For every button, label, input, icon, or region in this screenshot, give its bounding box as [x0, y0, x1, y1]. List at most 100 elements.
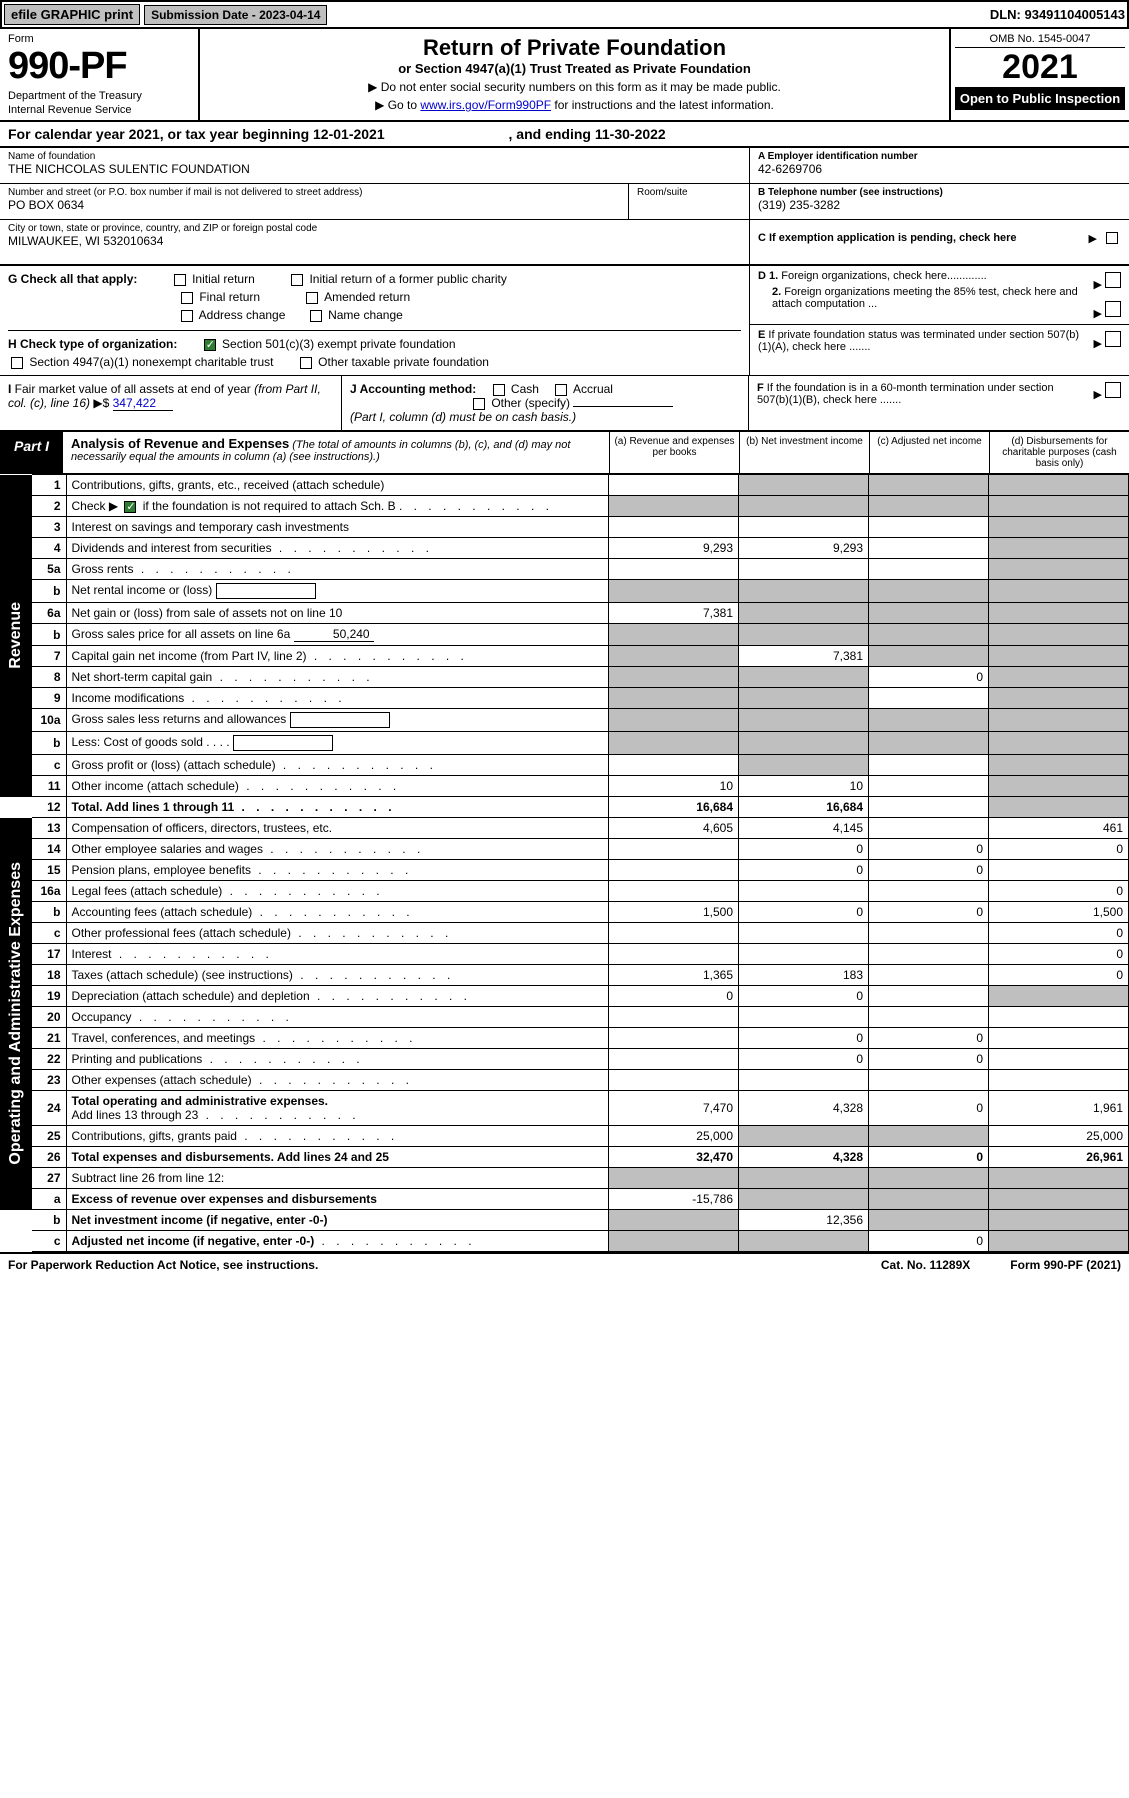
right-def: D 1. D 1. Foreign organizations, check h… [749, 266, 1129, 375]
fmv-value: 347,422 [113, 396, 173, 411]
row-11: 11 Other income (attach schedule) 10 10 [0, 776, 1129, 797]
r1-desc: Contributions, gifts, grants, etc., rece… [66, 475, 609, 496]
row-27c: c Adjusted net income (if negative, ente… [0, 1231, 1129, 1252]
r12-num: 12 [32, 797, 66, 818]
r5a-desc: Gross rents [66, 559, 609, 580]
r14-desc: Other employee salaries and wages [66, 839, 609, 860]
r16b-num: b [32, 902, 66, 923]
row-10c: c Gross profit or (loss) (attach schedul… [0, 755, 1129, 776]
tax-year: 2021 [955, 48, 1125, 87]
r21-c: 0 [869, 1028, 989, 1049]
row-1: Revenue 1 Contributions, gifts, grants, … [0, 475, 1129, 496]
open-to-public: Open to Public Inspection [955, 87, 1125, 110]
h-4947-checkbox[interactable] [11, 357, 23, 369]
r16b-b: 0 [739, 902, 869, 923]
row-10b: b Less: Cost of goods sold . . . . [0, 732, 1129, 755]
row-18: 18 Taxes (attach schedule) (see instruct… [0, 965, 1129, 986]
part1-label: Part I [0, 432, 63, 473]
r15-num: 15 [32, 860, 66, 881]
row-21: 21 Travel, conferences, and meetings 0 0 [0, 1028, 1129, 1049]
g-initial-return-checkbox[interactable] [174, 274, 186, 286]
j-cash-checkbox[interactable] [493, 384, 505, 396]
omb-number: OMB No. 1545-0047 [955, 33, 1125, 48]
room-label: Room/suite [637, 187, 688, 198]
r7-num: 7 [32, 646, 66, 667]
r21-num: 21 [32, 1028, 66, 1049]
j-accrual: Accrual [573, 382, 613, 396]
ein-cell: A Employer identification number 42-6269… [750, 148, 1129, 184]
r16b-a: 1,500 [609, 902, 739, 923]
r23-num: 23 [32, 1070, 66, 1091]
r18-a: 1,365 [609, 965, 739, 986]
r10c-num: c [32, 755, 66, 776]
r18-d: 0 [989, 965, 1129, 986]
g-initial-former-checkbox[interactable] [291, 274, 303, 286]
j-cell: J Accounting method: Cash Accrual Other … [342, 376, 749, 430]
exemption-checkbox[interactable] [1106, 232, 1118, 244]
r16c-d: 0 [989, 923, 1129, 944]
address-row: Number and street (or P.O. box number if… [0, 184, 749, 220]
r11-desc: Other income (attach schedule) [66, 776, 609, 797]
row-8: 8 Net short-term capital gain 0 [0, 667, 1129, 688]
h-opt-3: Other taxable private foundation [318, 355, 489, 369]
r16b-desc: Accounting fees (attach schedule) [66, 902, 609, 923]
col-d-header: (d) Disbursements for charitable purpose… [989, 432, 1129, 473]
row-27b: b Net investment income (if negative, en… [0, 1210, 1129, 1231]
e-row: E If private foundation status was termi… [750, 325, 1129, 357]
r18-num: 18 [32, 965, 66, 986]
i-cell: I Fair market value of all assets at end… [0, 376, 342, 430]
r20-desc: Occupancy [66, 1007, 609, 1028]
r27c-num: c [32, 1231, 66, 1252]
form-title: Return of Private Foundation [206, 35, 943, 61]
expenses-side-label: Operating and Administrative Expenses [5, 852, 27, 1175]
form-number: 990-PF [8, 45, 190, 88]
irs-link[interactable]: www.irs.gov/Form990PF [420, 98, 551, 112]
g-opt-5: Name change [328, 308, 403, 322]
instr2-post: for instructions and the latest informat… [551, 98, 774, 112]
r22-c: 0 [869, 1049, 989, 1070]
r24-a: 7,470 [609, 1091, 739, 1126]
r25-a: 25,000 [609, 1126, 739, 1147]
g-opt-4: Address change [199, 308, 286, 322]
addr-value: PO BOX 0634 [8, 198, 620, 212]
h-other-taxable-checkbox[interactable] [300, 357, 312, 369]
g-final-return-checkbox[interactable] [181, 292, 193, 304]
r27b-num: b [32, 1210, 66, 1231]
f-checkbox[interactable] [1105, 382, 1121, 398]
r22-desc: Printing and publications [66, 1049, 609, 1070]
g-name-change-checkbox[interactable] [310, 310, 322, 322]
r13-b: 4,145 [739, 818, 869, 839]
r6b-amt: 50,240 [294, 627, 374, 642]
g-address-change-checkbox[interactable] [181, 310, 193, 322]
dept-treasury: Department of the Treasury [8, 90, 190, 102]
e-checkbox[interactable] [1105, 331, 1121, 347]
r3-desc: Interest on savings and temporary cash i… [66, 517, 609, 538]
footer: For Paperwork Reduction Act Notice, see … [0, 1252, 1129, 1276]
r14-d: 0 [989, 839, 1129, 860]
addr-label: Number and street (or P.O. box number if… [8, 187, 620, 198]
phone-value: (319) 235-3282 [758, 198, 1121, 212]
r12-b: 16,684 [739, 797, 869, 818]
j-other-checkbox[interactable] [473, 398, 485, 410]
f-cell: F If the foundation is in a 60-month ter… [749, 376, 1129, 430]
r18-b: 183 [739, 965, 869, 986]
j-accrual-checkbox[interactable] [555, 384, 567, 396]
r25-num: 25 [32, 1126, 66, 1147]
row-5b: b Net rental income or (loss) [0, 580, 1129, 603]
cal-pre: For calendar year 2021, or tax year begi… [8, 126, 313, 142]
r24-num: 24 [32, 1091, 66, 1126]
r24-b: 4,328 [739, 1091, 869, 1126]
schb-checkbox[interactable] [124, 501, 136, 513]
d2-checkbox[interactable] [1105, 301, 1121, 317]
efile-print-button[interactable]: efile GRAPHIC print [4, 4, 140, 25]
form-header: Form 990-PF Department of the Treasury I… [0, 29, 1129, 122]
d1-checkbox[interactable] [1105, 272, 1121, 288]
h-501c3-checkbox[interactable] [204, 339, 216, 351]
city-value: MILWAUKEE, WI 532010634 [8, 234, 741, 248]
exemption-cell: C If exemption application is pending, c… [750, 220, 1129, 256]
r18-desc: Taxes (attach schedule) (see instruction… [66, 965, 609, 986]
r11-a: 10 [609, 776, 739, 797]
r5b-num: b [32, 580, 66, 603]
g-amended-checkbox[interactable] [306, 292, 318, 304]
r27a-desc: Excess of revenue over expenses and disb… [66, 1189, 609, 1210]
